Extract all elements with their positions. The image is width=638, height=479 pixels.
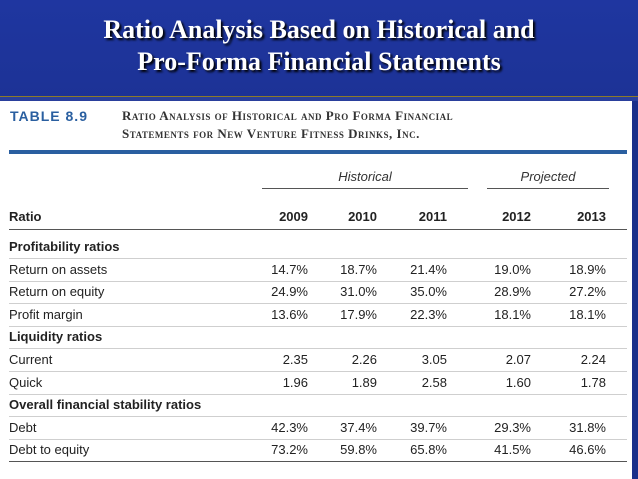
table-cell: 2.58: [421, 374, 447, 390]
table-cell: 3.05: [421, 352, 447, 367]
table-caption-line-2: Statements for New Venture Fitness Drink…: [122, 126, 420, 141]
table-cell: 14.7%: [271, 261, 308, 277]
section-label: Profitability ratios: [9, 239, 120, 254]
table-number: TABLE 8.9: [10, 108, 88, 124]
header-rule: [9, 229, 627, 230]
table-cell: 19.0%: [494, 261, 531, 277]
section-label: Overall financial stability ratios: [9, 397, 202, 413]
table-cell: 31.0%: [340, 284, 377, 300]
group-rule-historical: [262, 188, 468, 189]
row-label: Profit margin: [9, 306, 83, 322]
table-cell: 2.26: [351, 352, 377, 367]
ratio-column-header: Ratio: [9, 209, 42, 224]
table-cell: 42.3%: [271, 419, 308, 435]
table-top-rule: [9, 150, 627, 154]
section-label: Liquidity ratios: [9, 329, 103, 345]
table-cell: 18.7%: [340, 261, 377, 277]
table-cell: 13.6%: [271, 306, 308, 322]
table-cell: 1.96: [282, 374, 308, 390]
row-label: Debt: [9, 419, 37, 435]
row-label: Quick: [9, 374, 43, 390]
row-divider: [9, 393, 627, 395]
row-divider: [9, 325, 627, 327]
table-cell: 35.0%: [410, 284, 447, 300]
table-cell: 27.2%: [569, 284, 606, 300]
table-cell: 18.1%: [569, 306, 606, 322]
table-cell: 39.7%: [410, 419, 447, 435]
year-header: 2011: [418, 209, 447, 224]
row-divider: [9, 303, 627, 305]
slide-title-line-1: Ratio Analysis Based on Historical and: [103, 15, 535, 44]
table-cell: 1.78: [580, 374, 606, 390]
table-cell: 2.07: [505, 352, 531, 367]
row-label: Current: [9, 352, 53, 367]
year-header: 2009: [279, 209, 308, 224]
table-cell: 46.6%: [569, 442, 606, 458]
slide-title-line-2: Pro-Forma Financial Statements: [137, 47, 501, 76]
title-divider: [0, 96, 638, 101]
row-divider: [9, 438, 627, 440]
table-cell: 2.24: [580, 352, 606, 367]
table-cell: 24.9%: [271, 284, 308, 300]
slide-title: Ratio Analysis Based on Historical and P…: [0, 14, 638, 78]
group-rule-projected: [487, 188, 609, 189]
table-cell: 41.5%: [494, 442, 531, 458]
table-cell: 31.8%: [569, 419, 606, 435]
row-label: Return on assets: [9, 261, 108, 277]
year-header: 2012: [502, 209, 531, 224]
table-caption: Ratio Analysis of Historical and Pro For…: [122, 107, 453, 143]
table-cell: 2.35: [282, 352, 308, 367]
row-divider: [9, 416, 627, 418]
row-label: Return on equity: [9, 284, 105, 300]
table-cell: 22.3%: [410, 306, 447, 322]
table-cell: 59.8%: [340, 442, 377, 458]
table-cell: 18.9%: [569, 261, 606, 277]
table-cell: 73.2%: [271, 442, 308, 458]
table-cell: 37.4%: [340, 419, 377, 435]
table-cell: 18.1%: [494, 306, 531, 322]
table-panel: TABLE 8.9 Ratio Analysis of Historical a…: [0, 101, 632, 479]
table-caption-line-1: Ratio Analysis of Historical and Pro For…: [122, 108, 454, 123]
row-divider: [9, 348, 627, 350]
row-divider: [9, 461, 627, 463]
row-label: Debt to equity: [9, 442, 90, 458]
year-header: 2013: [577, 209, 606, 224]
table-cell: 21.4%: [410, 261, 447, 277]
table-cell: 28.9%: [494, 284, 531, 300]
group-header-projected: Projected: [520, 169, 576, 184]
row-divider: [9, 371, 627, 372]
slide-right-edge: [632, 101, 638, 479]
table-cell: 65.8%: [410, 442, 447, 458]
row-divider: [9, 258, 627, 259]
table-cell: 1.89: [351, 374, 377, 390]
table-cell: 29.3%: [494, 419, 531, 435]
group-header-historical: Historical: [338, 169, 392, 184]
table-cell: 17.9%: [340, 306, 377, 322]
table-cell: 1.60: [505, 374, 531, 390]
year-header: 2010: [348, 209, 377, 224]
row-divider: [9, 280, 627, 282]
